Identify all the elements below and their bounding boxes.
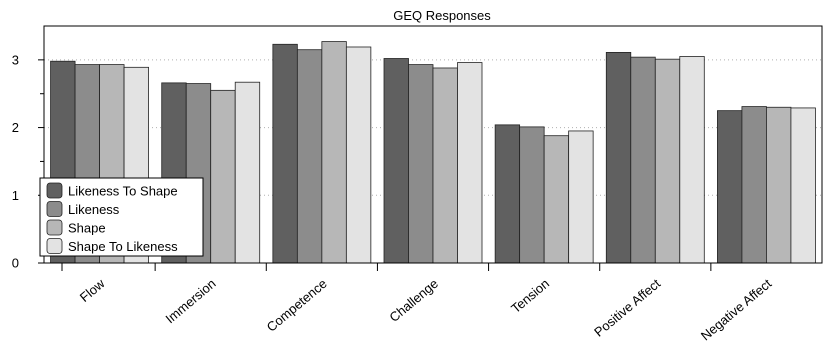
bar <box>234 81 261 264</box>
bar <box>630 56 656 264</box>
legend-label: Likeness <box>68 202 120 217</box>
bar <box>605 52 632 264</box>
plot-frame <box>43 25 823 264</box>
bar <box>766 106 792 264</box>
x-tick-label: Negative Affect <box>698 276 775 344</box>
legend-box <box>39 177 204 257</box>
y-tick-label: 1 <box>12 188 19 203</box>
legend-swatch <box>46 238 63 254</box>
bar <box>568 130 594 264</box>
chart-title: GEQ Responses <box>393 8 491 23</box>
bar <box>741 106 767 264</box>
x-tick-label: Immersion <box>163 276 219 326</box>
y-tick-label: 2 <box>12 120 19 135</box>
bar <box>654 58 681 264</box>
legend: Likeness To Shape Likeness Shape Shape To L… <box>39 177 204 257</box>
legend-label: Shape To Likeness <box>68 239 178 254</box>
bar <box>345 46 372 264</box>
legend-swatch <box>46 201 63 217</box>
bar <box>383 58 409 264</box>
x-tick-label: Tension <box>508 276 552 316</box>
bar <box>408 64 434 264</box>
bar <box>296 49 323 264</box>
legend-swatch <box>46 182 63 199</box>
bar <box>790 107 816 264</box>
y-tick-label: 3 <box>12 52 19 67</box>
y-tick-label: 0 <box>12 256 19 271</box>
bar <box>457 62 483 264</box>
x-tick-label: Flow <box>77 275 108 305</box>
x-tick-label: Competence <box>264 276 330 335</box>
bar <box>432 67 458 264</box>
bar <box>543 135 570 264</box>
bar <box>494 124 521 264</box>
bar <box>717 110 743 264</box>
x-tick-label: Challenge <box>386 276 440 325</box>
legend-label: Likeness To Shape <box>68 184 178 199</box>
x-tick-label: Positive Affect <box>591 276 663 340</box>
bar <box>272 43 298 264</box>
bar <box>321 41 347 264</box>
legend-swatch <box>46 219 63 236</box>
bar <box>210 89 236 264</box>
bar <box>679 56 705 264</box>
bar <box>519 126 545 264</box>
legend-label: Shape <box>68 221 106 236</box>
